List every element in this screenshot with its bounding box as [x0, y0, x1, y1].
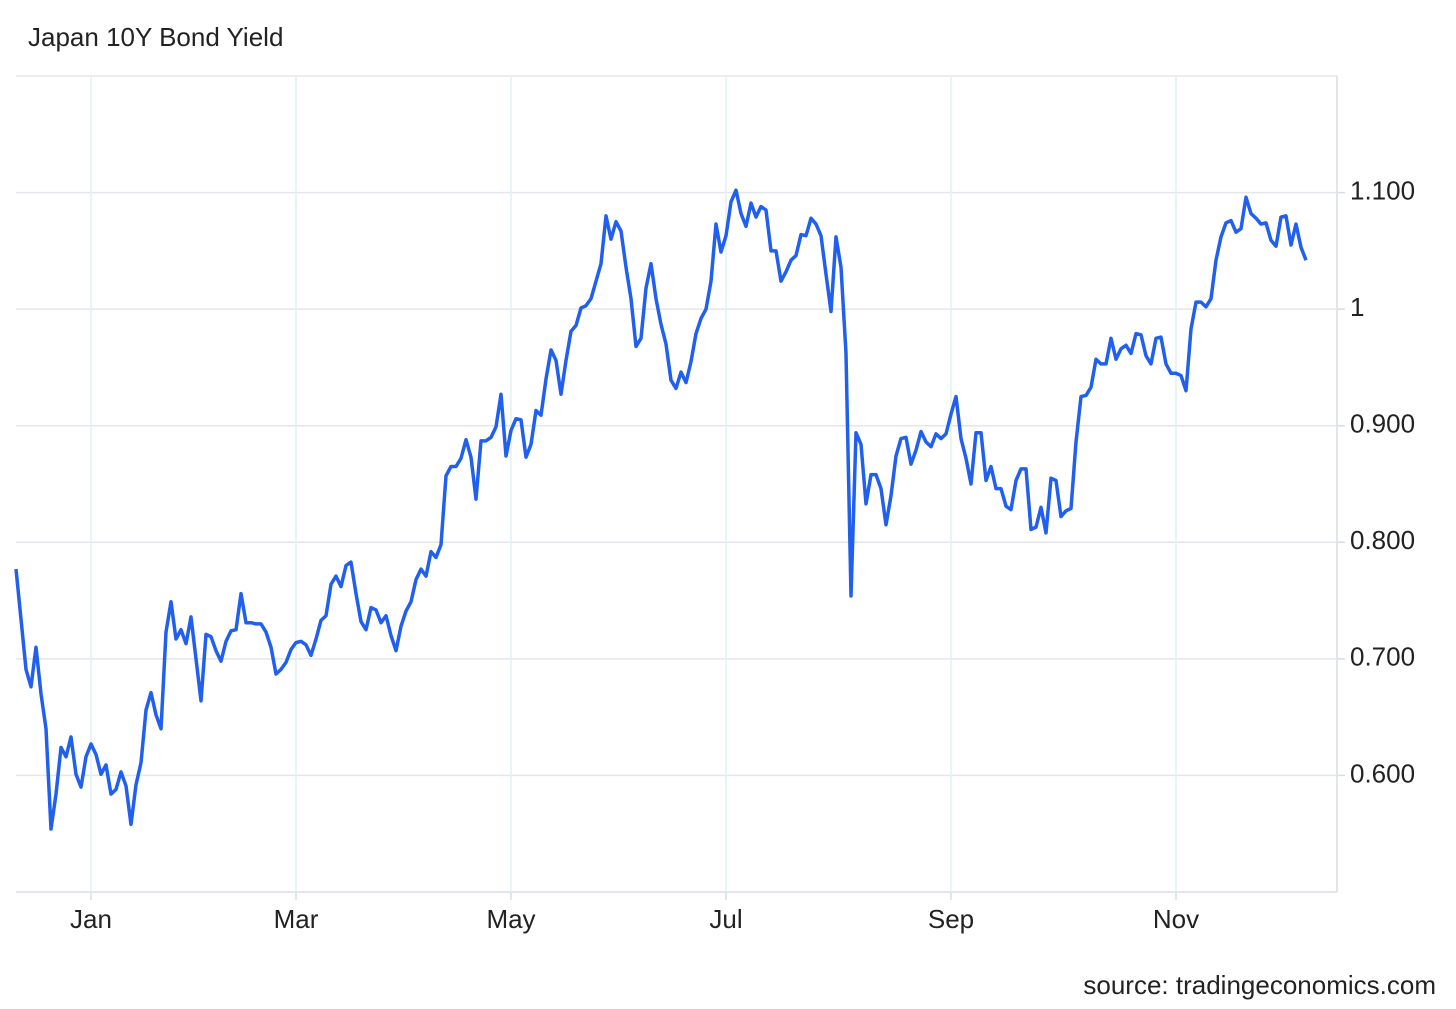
x-tick-label: Jan	[70, 904, 112, 934]
y-tick-label: 1	[1350, 292, 1364, 322]
y-tick-label: 0.700	[1350, 642, 1415, 672]
data-line	[14, 188, 1308, 831]
x-tick-label: Sep	[928, 904, 974, 934]
y-tick-label: 0.600	[1350, 758, 1415, 788]
y-tick-label: 0.800	[1350, 525, 1415, 555]
y-tick-label: 1.100	[1350, 175, 1415, 205]
x-tick-label: Jul	[709, 904, 742, 934]
source-note: source: tradingeconomics.com	[1083, 970, 1436, 1000]
chart-title: Japan 10Y Bond Yield	[28, 22, 283, 52]
x-tick-label: Mar	[274, 904, 319, 934]
x-tick-label: Nov	[1153, 904, 1199, 934]
y-tick-label: 0.900	[1350, 409, 1415, 439]
x-tick-label: May	[486, 904, 535, 934]
